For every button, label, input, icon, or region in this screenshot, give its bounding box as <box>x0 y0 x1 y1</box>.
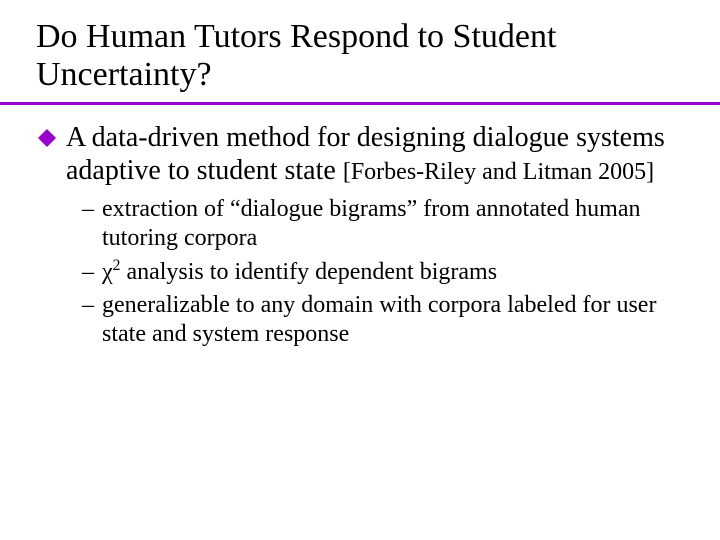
bullet-level-1: A data-driven method for designing dialo… <box>36 121 684 187</box>
dash-bullet-icon: – <box>82 195 94 224</box>
dash-bullet-icon: – <box>82 291 94 320</box>
sub-bullet-group: – extraction of “dialogue bigrams” from … <box>36 195 684 349</box>
title-underline <box>0 102 720 105</box>
sub-bullet-1: – extraction of “dialogue bigrams” from … <box>82 195 684 254</box>
title-block: Do Human Tutors Respond to Student Uncer… <box>36 18 684 105</box>
sub-text: χ2 analysis to identify dependent bigram… <box>102 259 497 285</box>
slide: Do Human Tutors Respond to Student Uncer… <box>0 0 720 540</box>
citation-text: [Forbes-Riley and Litman 2005] <box>343 159 654 185</box>
sub-bullet-3: – generalizable to any domain with corpo… <box>82 291 684 350</box>
sub-bullet-2: – χ2 analysis to identify dependent bigr… <box>82 258 684 287</box>
dash-bullet-icon: – <box>82 258 94 287</box>
diamond-bullet-icon <box>38 129 56 147</box>
slide-body: A data-driven method for designing dialo… <box>36 121 684 349</box>
sub-text: extraction of “dialogue bigrams” from an… <box>102 196 641 251</box>
slide-title: Do Human Tutors Respond to Student Uncer… <box>36 18 684 94</box>
sub-text: generalizable to any domain with corpora… <box>102 292 656 347</box>
